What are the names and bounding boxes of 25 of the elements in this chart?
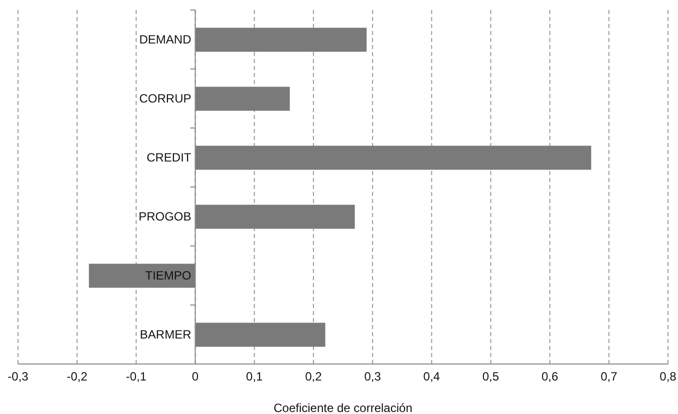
y-tick-label: BARMER: [140, 328, 192, 342]
x-tick-label: 0,1: [246, 370, 264, 384]
bar: [195, 146, 592, 170]
bar: [195, 204, 355, 229]
x-axis-title: Coeficiente de correlación: [274, 401, 412, 414]
x-tick-label: 0,7: [600, 370, 618, 384]
x-tick-label: 0,2: [305, 370, 322, 384]
x-tick-label: -0,1: [126, 370, 147, 384]
x-tick-label: 0,8: [660, 370, 677, 384]
x-tick-label: -0,2: [66, 370, 88, 384]
x-tick-label: -0,3: [8, 370, 29, 384]
y-tick-label: TIEMPO: [145, 268, 192, 283]
bar: [195, 86, 290, 111]
x-tick-label: 0,6: [541, 370, 558, 384]
y-tick-label: DEMAND: [139, 32, 192, 47]
bar: [88, 264, 196, 288]
y-tick-label: CREDIT: [146, 150, 192, 165]
x-tick-label: 0,4: [423, 370, 440, 384]
y-tick-label: PROGOB: [138, 210, 192, 224]
bar: [195, 322, 326, 347]
x-tick-label: 0,5: [482, 370, 500, 384]
y-tick-label: CORRUP: [139, 92, 192, 106]
bar: [195, 28, 367, 52]
x-tick-label: 0: [192, 370, 199, 384]
x-tick-label: 0,3: [364, 370, 382, 384]
